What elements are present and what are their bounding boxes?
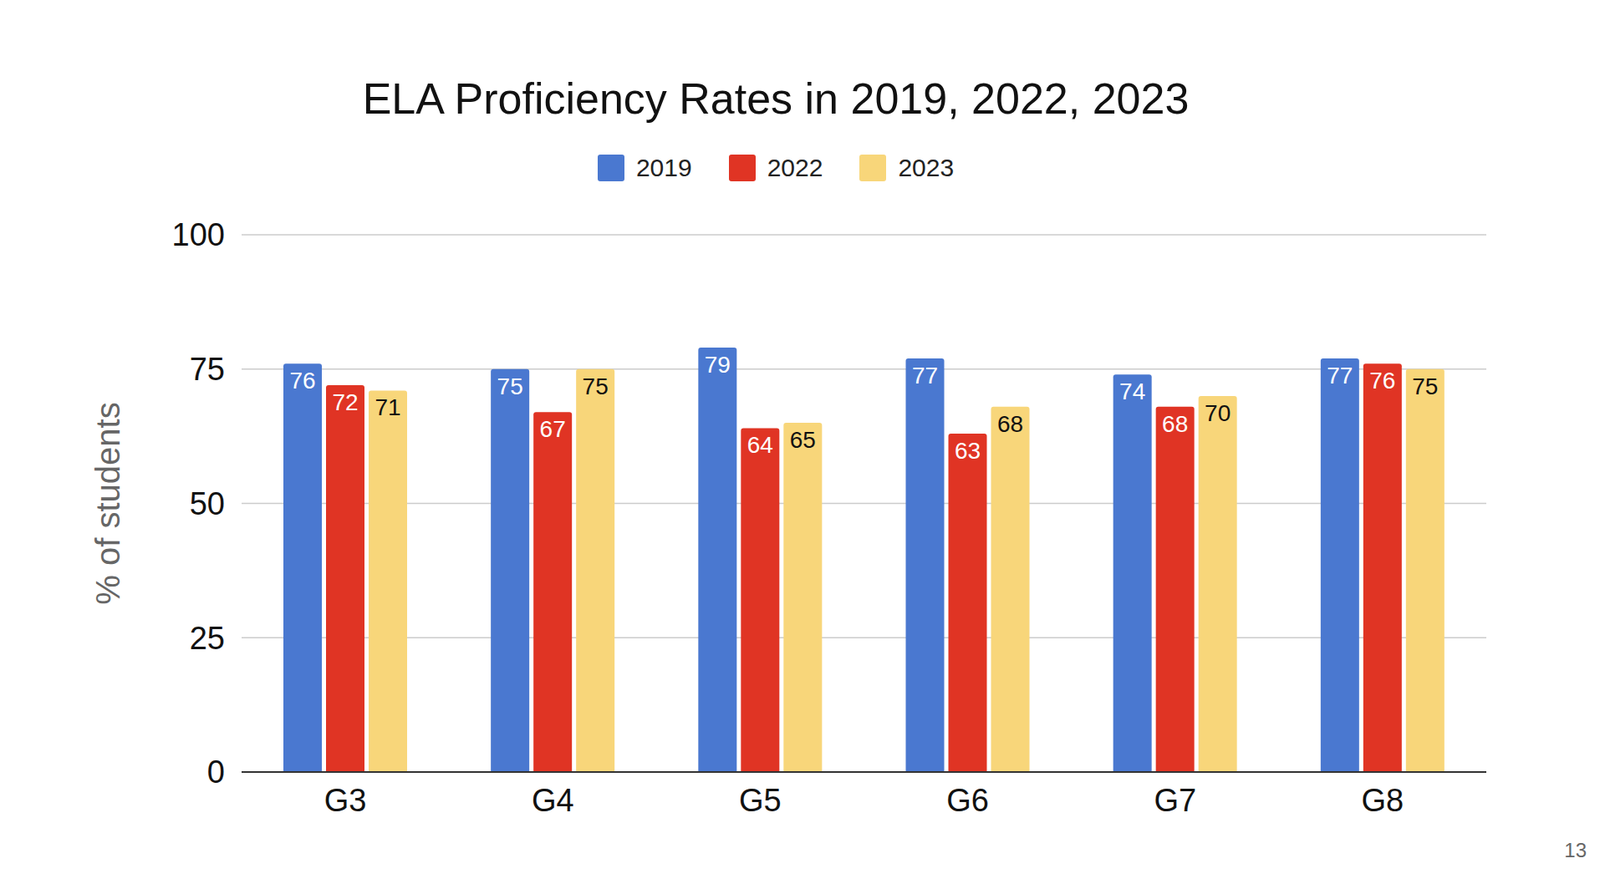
svg-text:71: 71 [374,394,401,421]
svg-text:G3: G3 [324,783,367,819]
svg-text:76: 76 [1369,367,1396,394]
svg-text:77: 77 [1326,362,1353,389]
svg-text:74: 74 [1119,378,1146,405]
html-text:2022: 2022 [767,153,823,182]
svg-text:75: 75 [189,351,225,388]
svg-text:75: 75 [582,373,609,400]
svg-text:G7: G7 [1153,783,1197,819]
svg-text:70: 70 [1204,400,1231,427]
svg-text:75: 75 [497,373,524,400]
html-text:13: 13 [1564,839,1587,862]
svg-text:72: 72 [331,389,358,416]
svg-text:77: 77 [912,362,938,389]
svg-text:0: 0 [207,754,225,790]
html-text:2023: 2023 [898,153,954,182]
svg-text:63: 63 [954,438,981,464]
svg-text:25: 25 [189,621,225,657]
svg-text:67: 67 [540,416,566,443]
svg-text:75: 75 [1411,373,1438,400]
html-text:2019: 2019 [636,153,692,182]
html-text:ELA Proficiency Rates in 2019,: ELA Proficiency Rates in 2019, 2022, 202… [362,74,1189,123]
svg-text:65: 65 [789,427,816,454]
svg-text:100: 100 [172,217,225,253]
svg-text:79: 79 [704,351,731,378]
svg-text:G6: G6 [946,783,989,819]
svg-text:G8: G8 [1361,783,1405,819]
svg-text:50: 50 [189,486,225,522]
svg-text:68: 68 [997,411,1024,438]
svg-text:76: 76 [289,367,316,394]
svg-text:G4: G4 [531,783,575,819]
svg-text:64: 64 [747,432,774,459]
svg-text:68: 68 [1161,411,1188,438]
svg-text:% of students: % of students [89,402,127,605]
svg-text:G5: G5 [738,783,782,819]
